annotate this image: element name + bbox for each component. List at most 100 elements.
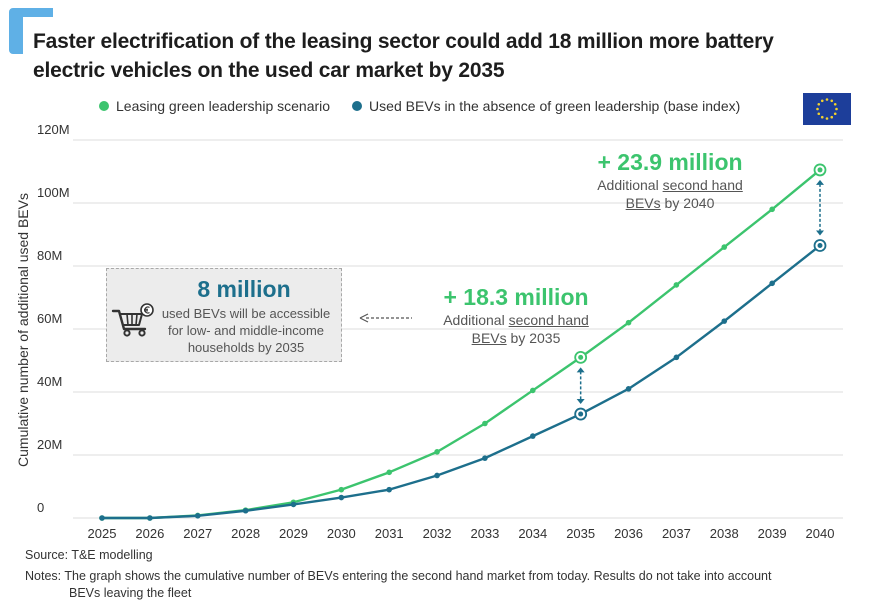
shopping-cart-euro-icon (111, 303, 154, 337)
box-text-line2: for low- and middle-income (167, 323, 325, 338)
series-0-point-2036 (625, 319, 632, 326)
ring-blue-core-2035 (578, 411, 584, 417)
eu-star-8 (817, 112, 821, 116)
series-0-point-2038 (721, 244, 728, 250)
x-tick-label-2038: 2038 (710, 526, 739, 541)
callout-2040-line2: BEVs by 2040 (575, 194, 765, 212)
x-tick-label-2025: 2025 (88, 526, 117, 541)
callout-2035-line2: BEVs by 2035 (418, 329, 614, 347)
y-tick-label-0: 0 (37, 500, 44, 515)
legend-label-green: Leasing green leadership scenario (116, 98, 331, 114)
ring-blue-core-2040 (817, 243, 823, 249)
series-0-point-2031 (386, 469, 393, 476)
eu-flag-stars (816, 98, 838, 120)
x-tick-label-2034: 2034 (518, 526, 547, 541)
brand-corner-mark (9, 8, 53, 54)
eu-star-2 (833, 102, 837, 106)
callout-2040: + 23.9 million Additional second hand BE… (575, 148, 765, 212)
series-0-point-2037 (673, 282, 680, 288)
x-tick-label-2031: 2031 (375, 526, 404, 541)
y-tick-label-5: 100M (37, 185, 70, 200)
x-tick-label-2040: 2040 (806, 526, 835, 541)
callout-2040-value: + 23.9 million (597, 149, 743, 175)
x-tick-label-2035: 2035 (566, 526, 595, 541)
callout-2040-text-d: by 2040 (660, 195, 715, 211)
series-1-point-2030 (338, 494, 345, 501)
series-1-point-2039 (769, 280, 775, 287)
legend-label-blue: Used BEVs in the absence of green leader… (369, 98, 741, 114)
box-pointer-head (359, 313, 369, 323)
x-tick-label-2033: 2033 (470, 526, 499, 541)
callout-2035-text-d: by 2035 (506, 330, 561, 346)
x-tick-label-2030: 2030 (327, 526, 356, 541)
cart-body (111, 309, 147, 331)
box-value: 8 million (197, 276, 291, 302)
series-1-point-2026 (147, 515, 153, 521)
cart-slat-1 (126, 313, 129, 326)
eu-star-6 (825, 117, 829, 120)
gap-arrow-down-2040 (816, 230, 824, 236)
legend-dot-green (99, 101, 109, 111)
series-1-point-2037 (673, 354, 680, 361)
x-tick-label-2028: 2028 (231, 526, 260, 541)
series-1-point-2029 (290, 501, 297, 508)
series-0-point-2032 (434, 449, 440, 455)
x-tick-label-2027: 2027 (183, 526, 212, 541)
y-axis-ticks: 0 20M 40M 60M 80M 100M 120M (37, 122, 70, 515)
y-tick-label-4: 80M (37, 248, 62, 263)
eu-star-7 (820, 115, 824, 119)
gap-arrow-down-2035 (576, 399, 585, 405)
legend-item-blue: Used BEVs in the absence of green leader… (352, 98, 740, 114)
series-1-point-2025 (99, 515, 105, 521)
cart-slat-3 (135, 313, 138, 326)
box-text-line3: households by 2035 (187, 340, 305, 355)
eu-flag-icon (803, 93, 851, 125)
series-0-point-2030 (338, 486, 345, 493)
euro-coin (140, 303, 154, 317)
callout-2035-text-b: second hand (508, 312, 589, 328)
y-tick-label-6: 120M (37, 122, 70, 137)
callout-2040-text-c: BEVs (625, 195, 661, 211)
x-tick-label-2026: 2026 (135, 526, 164, 541)
chart-annotation-markers (574, 163, 827, 421)
chart-title-line2: electric vehicles on the used car market… (33, 59, 505, 82)
y-tick-label-2: 40M (37, 374, 62, 389)
box-pointer-arrow (359, 313, 412, 323)
series-1-point-2031 (386, 486, 393, 493)
legend-item-green: Leasing green leadership scenario (99, 98, 330, 114)
x-axis-ticks: 2025 2026 2027 2028 2029 2030 2031 2032 2033 2034… (88, 526, 835, 541)
callout-2035-text-c: BEVs (471, 330, 507, 346)
euro-sign (144, 306, 150, 314)
source-note: Source: T&E modelling (25, 548, 153, 562)
ring-green-core-2040 (817, 167, 823, 173)
callout-2040-text-a: Additional (597, 177, 663, 193)
eu-star-5 (830, 115, 834, 119)
box-text: used BEVs will be accessible for low- an… (155, 305, 337, 356)
notes-line1: Notes: The graph shows the cumulative nu… (25, 569, 772, 583)
notes-text: Notes: The graph shows the cumulative nu… (25, 568, 865, 602)
series-1-point-2027 (194, 512, 201, 519)
used-bev-accessibility-box: 8 million used BEVs will be accessible f… (106, 268, 342, 362)
cart-wheel-right (138, 329, 146, 337)
notes-line2: BEVs leaving the fleet (69, 586, 192, 600)
x-tick-label-2032: 2032 (423, 526, 452, 541)
eu-star-10 (817, 102, 821, 106)
series-0-point-2039 (769, 206, 775, 213)
series-1-point-2032 (434, 472, 440, 479)
callout-2035-line1: Additional second hand (418, 311, 614, 329)
gap-arrow-up-2035 (576, 367, 585, 373)
ring-green-core-2035 (578, 354, 584, 360)
series-1-point-2033 (482, 455, 488, 461)
gap-arrow-up-2040 (816, 179, 824, 185)
eu-star-4 (833, 112, 837, 116)
callout-2035: + 18.3 million Additional second hand BE… (418, 283, 614, 347)
callout-2035-text-a: Additional (443, 312, 509, 328)
series-1-point-2036 (625, 386, 632, 392)
x-tick-label-2029: 2029 (279, 526, 308, 541)
callout-2035-value: + 18.3 million (443, 284, 589, 310)
callout-2040-line1: Additional second hand (575, 176, 765, 194)
box-text-line1: used BEVs will be accessible (161, 306, 331, 321)
series-1-point-2028 (242, 507, 249, 514)
series-1-point-2034 (530, 433, 536, 439)
